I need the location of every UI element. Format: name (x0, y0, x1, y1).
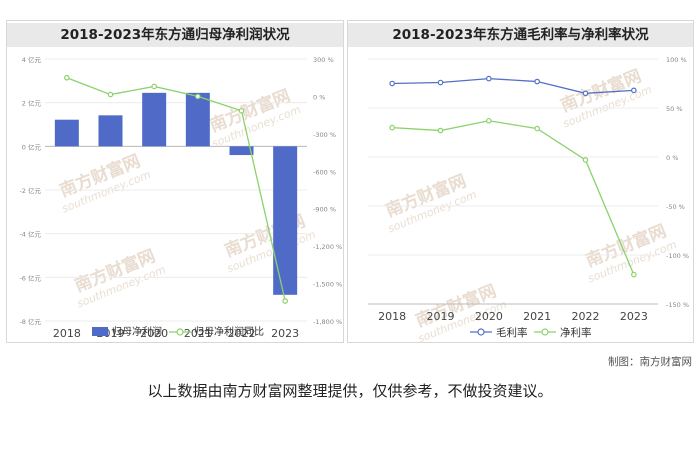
series-point (437, 127, 444, 134)
x-axis-tick: 2019 (427, 310, 455, 323)
x-axis-tick: 2018 (53, 327, 81, 340)
left-axis-tick: -4 亿元 (19, 230, 41, 239)
right-axis-tick: -1,800 % (313, 318, 342, 326)
chart-credit: 制图：南方财富网 (608, 356, 692, 368)
right-chart-title: 2018-2023年东方通毛利率与净利率状况 (348, 23, 693, 47)
x-axis-tick: 2023 (271, 327, 299, 340)
series-point (631, 87, 637, 94)
right-axis-tick: 300 % (313, 56, 334, 64)
legend-marker (477, 328, 485, 336)
legend-marker (176, 328, 184, 336)
legend-label: 归母净利润同比 (194, 325, 264, 338)
series-point (486, 117, 492, 124)
x-axis-tick: 2021 (523, 310, 551, 323)
series-point (534, 78, 540, 85)
left-axis-tick: -8 亿元 (19, 317, 41, 326)
right-axis-tick: -1,200 % (313, 243, 342, 251)
margin-chart: 南方财富网southmoney.com南方财富网southmoney.com南方… (368, 56, 689, 344)
right-axis-tick: -50 % (666, 203, 685, 211)
net-profit-chart-panel: 2018-2023年东方通归母净利润状况 南方财富网 southmoney.com… (6, 20, 344, 343)
legend-swatch-bar (92, 327, 108, 336)
series-line-0 (392, 77, 634, 94)
right-axis-tick: -150 % (666, 301, 689, 309)
bar (185, 92, 210, 147)
x-axis-tick: 2018 (378, 310, 406, 323)
yoy-point (195, 93, 201, 100)
legend-label: 归母净利润 (112, 325, 162, 338)
legend-label: 毛利率 (496, 326, 528, 339)
yoy-point (107, 91, 114, 98)
legend-label: 净利率 (560, 326, 592, 339)
series-point (389, 124, 395, 131)
bar (54, 119, 79, 147)
series-point (486, 75, 492, 82)
right-axis-tick: -600 % (313, 168, 336, 176)
disclaimer-text: 以上数据由南方财富网整理提供，仅供参考，不做投资建议。 (147, 382, 553, 400)
series-point (582, 90, 589, 97)
yoy-series-line (66, 77, 286, 302)
right-axis-tick: 50 % (666, 105, 683, 113)
right-axis-tick: 100 % (666, 56, 687, 64)
x-axis-tick: 2020 (475, 310, 503, 323)
left-axis-tick: 2 亿元 (22, 99, 42, 108)
bar (273, 146, 298, 295)
x-axis-tick: 2021 (184, 327, 212, 340)
yoy-point (151, 83, 157, 90)
right-axis-tick: 0 % (313, 93, 325, 101)
bar (98, 115, 123, 147)
left-axis-tick: 0 亿元 (22, 142, 42, 151)
right-axis-tick: -1,500 % (313, 281, 342, 289)
left-axis-tick: -2 亿元 (19, 186, 41, 195)
series-point (437, 79, 444, 86)
right-axis-tick: 0 % (666, 154, 678, 162)
x-axis-tick: 2022 (572, 310, 600, 323)
x-axis-tick: 2020 (140, 327, 168, 340)
margin-chart-panel: 2018-2023年东方通毛利率与净利率状况 南方财富网 southmoney.c… (347, 20, 694, 344)
series-point (534, 125, 540, 132)
bar (229, 146, 254, 156)
series-line-1 (392, 120, 635, 275)
left-chart-title: 2018-2023年东方通归母净利润状况 (7, 23, 343, 47)
right-axis-tick: -300 % (313, 131, 336, 139)
left-axis-tick: 4 亿元 (22, 55, 42, 64)
series-point (582, 157, 589, 163)
right-axis-tick: -900 % (313, 206, 336, 214)
bar (142, 92, 167, 147)
net-profit-chart: 南方财富网southmoney.com南方财富网southmoney.com南方… (19, 55, 342, 340)
series-point (631, 271, 637, 278)
yoy-point (238, 107, 245, 114)
x-axis-tick: 2023 (620, 310, 648, 323)
legend-marker (541, 328, 549, 336)
yoy-point (282, 298, 288, 304)
series-point (389, 80, 395, 87)
right-axis-tick: -100 % (666, 252, 689, 260)
x-axis-tick: 2022 (228, 327, 256, 340)
left-axis-tick: -6 亿元 (19, 273, 41, 282)
yoy-point (64, 74, 70, 81)
